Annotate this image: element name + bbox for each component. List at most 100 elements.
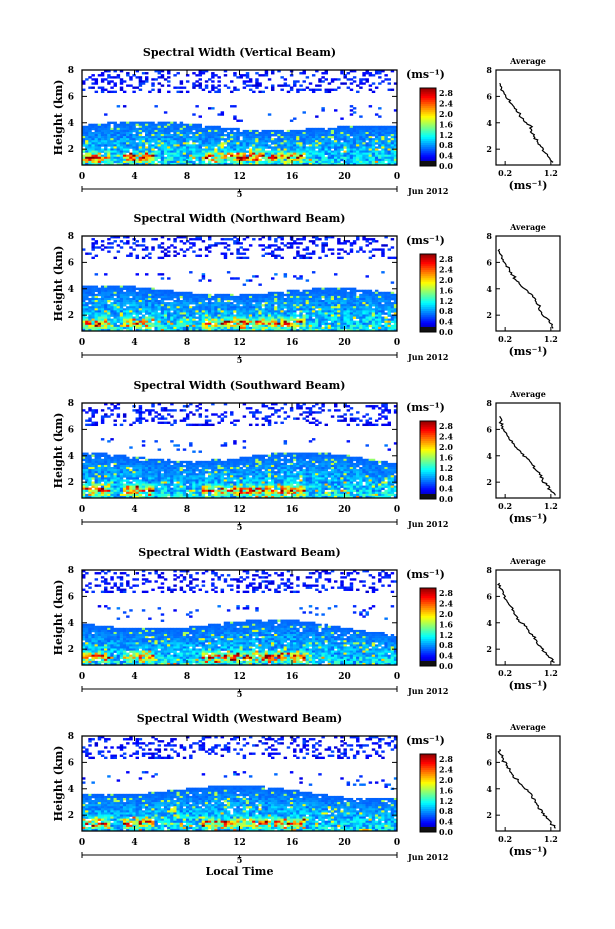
heatmap-cell	[113, 493, 117, 497]
heatmap-cell	[217, 90, 221, 94]
heatmap-cell	[100, 318, 105, 321]
heatmap-cell	[346, 142, 351, 145]
heatmap-cell	[182, 86, 187, 89]
heatmap-cell	[82, 493, 86, 497]
heatmap-cell	[230, 306, 234, 309]
heatmap-cell	[321, 326, 325, 330]
heatmap-cell	[88, 481, 92, 484]
heatmap-cell	[340, 320, 344, 324]
heatmap-cell	[252, 295, 256, 299]
heatmap-cell	[374, 289, 379, 293]
heatmap-cell	[129, 469, 133, 472]
heatmap-cell	[85, 479, 89, 482]
heatmap-cell	[271, 312, 275, 315]
heatmap-cell	[214, 302, 218, 305]
heatmap-cell	[192, 328, 196, 332]
heatmap-cell	[126, 485, 130, 488]
heatmap-cell	[185, 326, 190, 330]
heatmap-cell	[337, 324, 341, 328]
heatmap-cell	[88, 127, 92, 131]
heatmap-cell	[179, 156, 184, 160]
heatmap-cell	[302, 297, 306, 301]
heatmap-cell	[126, 318, 130, 321]
heatmap-cell	[296, 136, 300, 139]
heatmap-cell	[157, 160, 162, 164]
heatmap-cell	[148, 156, 152, 160]
heatmap-cell	[173, 254, 177, 257]
heatmap-cell	[204, 86, 209, 89]
heatmap-cell	[220, 300, 225, 303]
heatmap-cell	[311, 152, 316, 155]
heatmap-cell	[381, 142, 385, 145]
heatmap-cell	[119, 240, 124, 243]
heatmap-cell	[346, 146, 351, 149]
heatmap-cell	[201, 144, 206, 147]
heatmap-cell	[157, 256, 162, 260]
heatmap-cell	[283, 244, 288, 247]
heatmap-cell	[122, 413, 127, 416]
heatmap-cell	[296, 254, 300, 257]
heatmap-cell	[242, 256, 247, 260]
heatmap-cell	[195, 293, 199, 297]
heatmap-cell	[185, 306, 190, 309]
heatmap-cell	[387, 318, 391, 321]
heatmap-cell	[223, 324, 228, 328]
heatmap-cell	[267, 244, 272, 247]
heatmap-cell	[381, 320, 385, 324]
heatmap-cell	[94, 154, 99, 158]
heatmap-cell	[220, 295, 225, 299]
heatmap-cell	[204, 146, 209, 149]
heatmap-cell	[151, 129, 155, 133]
heatmap-cell	[255, 293, 259, 297]
heatmap-cell	[113, 82, 117, 85]
heatmap-cell	[91, 326, 95, 330]
heatmap-cell	[384, 74, 388, 77]
heatmap-cell	[107, 127, 111, 131]
heatmap-cell	[302, 254, 306, 257]
heatmap-cell	[100, 483, 105, 486]
heatmap-cell	[283, 131, 288, 135]
heatmap-cell	[122, 156, 127, 160]
heatmap-cell	[223, 74, 228, 77]
heatmap-cell	[214, 125, 218, 129]
heatmap-cell	[390, 238, 395, 241]
heatmap-cell	[160, 322, 165, 326]
heatmap-cell	[129, 289, 133, 293]
average-profile-line	[499, 82, 554, 163]
heatmap-cell	[384, 244, 388, 247]
heatmap-cell	[116, 326, 121, 330]
heatmap-cell	[138, 138, 143, 141]
heatmap-cell	[113, 240, 117, 243]
heatmap-cell	[302, 289, 306, 293]
heatmap-cell	[286, 134, 291, 137]
heatmap-cell	[356, 322, 360, 326]
heatmap-cell	[119, 477, 124, 480]
heatmap-cell	[374, 322, 379, 326]
heatmap-cell	[201, 306, 206, 309]
heatmap-cell	[226, 324, 231, 328]
heatmap-cell	[185, 310, 190, 313]
heatmap-cell	[308, 136, 313, 139]
heatmap-cell	[88, 475, 92, 478]
heatmap-cell	[371, 248, 376, 251]
colorbar-swatch	[420, 97, 436, 101]
heatmap-cell	[122, 316, 127, 319]
heatmap-cell	[97, 158, 102, 162]
panel-1: Spectral Width (Vertical Beam)2468Height…	[52, 46, 561, 199]
heatmap-cell	[189, 242, 193, 245]
heatmap-cell	[107, 156, 111, 160]
heatmap-cell	[384, 140, 388, 143]
heatmap-cell	[126, 320, 130, 324]
heatmap-cell	[245, 297, 250, 301]
heatmap-cell	[365, 295, 369, 299]
heatmap-cell	[91, 144, 95, 147]
heatmap-cell	[107, 464, 111, 468]
heatmap-cell	[97, 467, 102, 470]
heatmap-cell	[274, 328, 278, 332]
heatmap-cell	[88, 140, 92, 143]
heatmap-cell	[226, 302, 231, 305]
heatmap-cell	[346, 297, 351, 301]
heatmap-cell	[94, 129, 99, 133]
heatmap-cell	[286, 314, 291, 317]
heatmap-cell	[349, 162, 354, 166]
